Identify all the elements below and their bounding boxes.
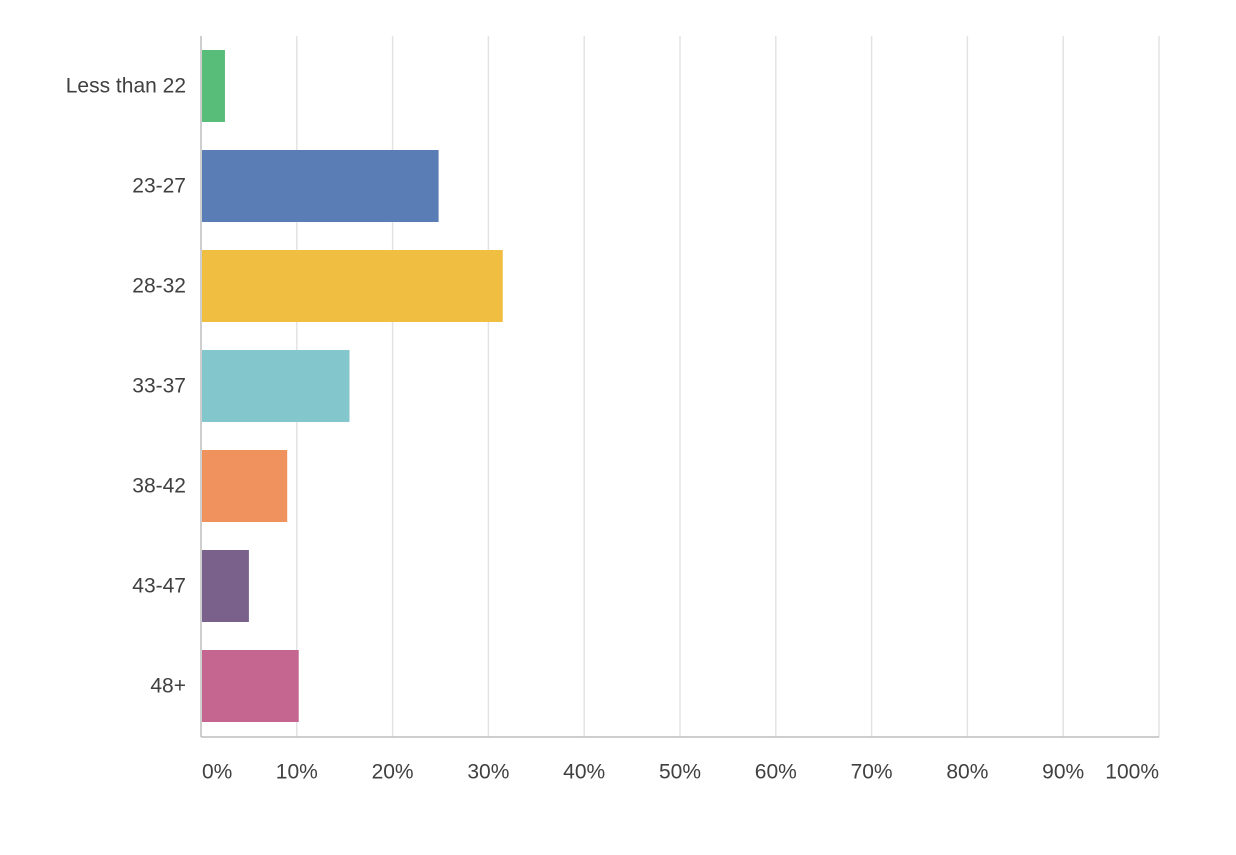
category-label: Less than 22 xyxy=(66,75,186,98)
bar-33-37[interactable] xyxy=(202,350,350,422)
x-tick-label: 50% xyxy=(659,761,701,784)
bar-23-27[interactable] xyxy=(202,150,439,222)
category-label: 38-42 xyxy=(132,475,186,498)
bar-38-42[interactable] xyxy=(202,450,288,522)
x-tick-label: 0% xyxy=(202,761,232,784)
bar-48-[interactable] xyxy=(202,650,299,722)
x-tick-label: 60% xyxy=(755,761,797,784)
category-label: 43-47 xyxy=(132,575,186,598)
bar-less-than-22[interactable] xyxy=(202,50,225,122)
x-tick-label: 90% xyxy=(1042,761,1084,784)
x-tick-label: 20% xyxy=(372,761,414,784)
category-label: 33-37 xyxy=(132,375,186,398)
x-tick-label: 10% xyxy=(276,761,318,784)
axes xyxy=(200,36,1159,738)
category-label: 23-27 xyxy=(132,175,186,198)
x-tick-label: 70% xyxy=(851,761,893,784)
bars xyxy=(202,50,503,722)
grid-lines xyxy=(296,36,1160,737)
category-labels: Less than 22 23-27 28-32 33-37 38-42 43-47 48+ xyxy=(66,75,186,698)
x-tick-label: 80% xyxy=(946,761,988,784)
x-tick-labels: 0% 10% 20% 30% 40% 50% 60% 70% 80% 90% 100% xyxy=(202,761,1159,784)
category-label: 48+ xyxy=(150,675,186,698)
x-tick-label: 40% xyxy=(563,761,605,784)
category-label: 28-32 xyxy=(132,275,186,298)
bar-28-32[interactable] xyxy=(202,250,503,322)
x-tick-label: 30% xyxy=(467,761,509,784)
bar-43-47[interactable] xyxy=(202,550,249,622)
x-tick-label: 100% xyxy=(1105,761,1159,784)
